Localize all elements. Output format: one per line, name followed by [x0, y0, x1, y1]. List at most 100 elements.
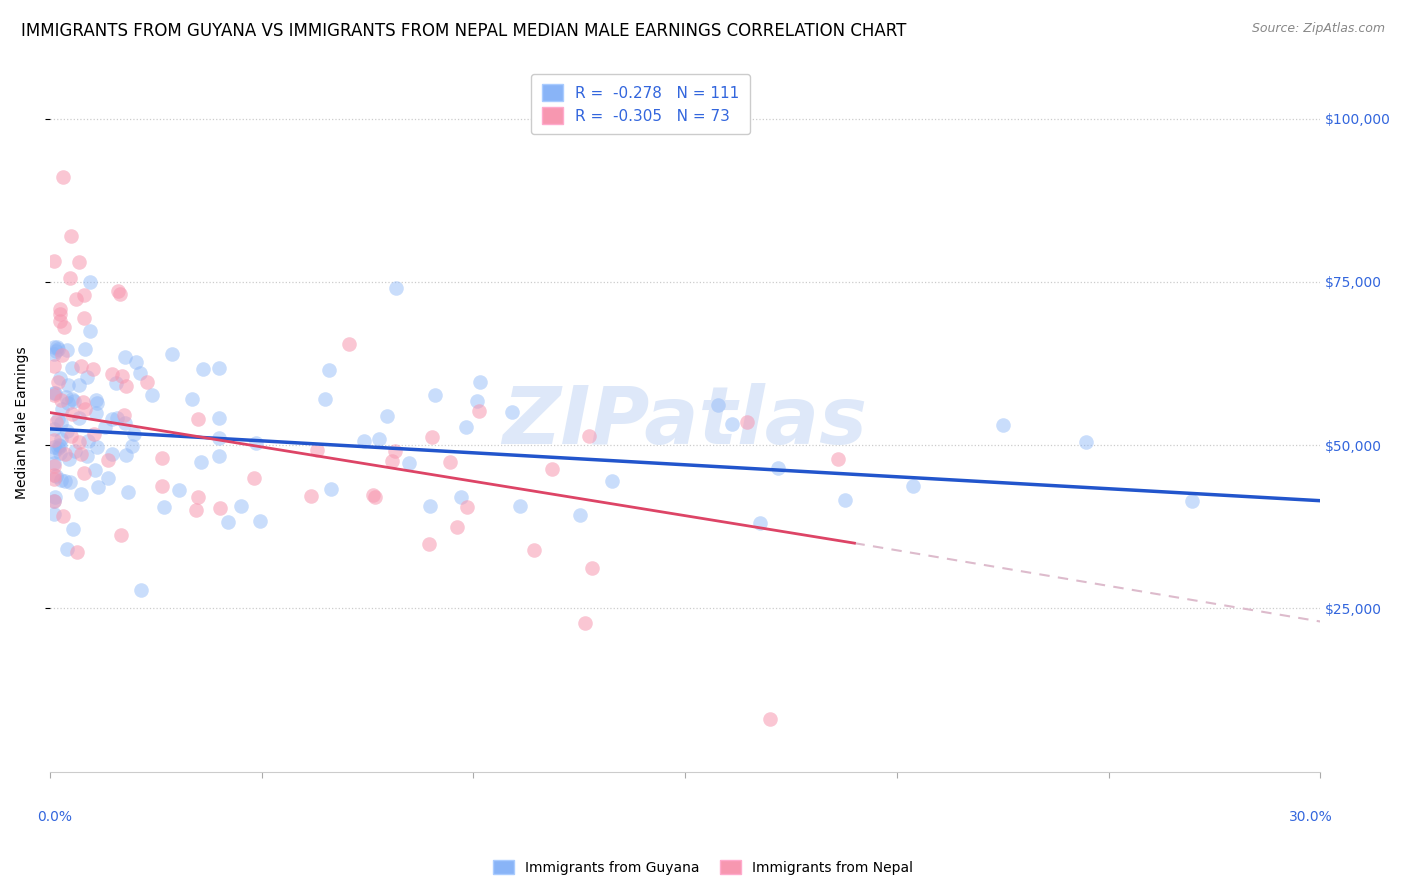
Point: [58, 396, 80, 410]
Point: [45, 469, 67, 483]
Point: [540, 462, 562, 476]
Point: [115, 379, 138, 393]
Point: [53, 447, 76, 461]
Point: [398, 456, 420, 470]
Point: [42, 456, 65, 470]
Point: [58, 452, 80, 467]
Point: [42, 440, 65, 454]
Point: [48, 437, 70, 451]
Point: [76, 450, 98, 464]
Point: [169, 483, 191, 497]
Point: [122, 427, 145, 442]
Point: [184, 503, 207, 517]
Point: [368, 432, 391, 446]
Point: [114, 448, 136, 462]
Point: [600, 474, 623, 488]
Point: [117, 484, 139, 499]
Point: [49, 314, 72, 328]
Point: [67, 410, 90, 425]
Point: [245, 435, 267, 450]
Point: [69, 255, 91, 269]
Point: [42, 254, 65, 268]
Point: [425, 388, 447, 402]
Point: [418, 537, 440, 551]
Point: [321, 482, 343, 496]
Point: [48, 342, 70, 356]
Point: [217, 515, 239, 529]
Point: [110, 528, 132, 542]
Point: [114, 416, 136, 430]
Point: [66, 545, 89, 559]
Point: [191, 362, 214, 376]
Point: [42, 433, 65, 447]
Point: [749, 516, 772, 531]
Point: [49, 440, 72, 454]
Point: [42, 339, 65, 353]
Point: [375, 409, 398, 424]
Point: [509, 500, 531, 514]
Point: [468, 404, 491, 418]
Point: [834, 493, 856, 508]
Point: [46, 375, 69, 389]
Point: [55, 390, 77, 404]
Point: [456, 500, 478, 514]
Point: [439, 455, 461, 469]
Point: [53, 320, 76, 334]
Point: [49, 432, 72, 446]
Point: [42, 445, 65, 459]
Point: [243, 471, 266, 485]
Point: [86, 440, 108, 454]
Point: [568, 508, 591, 523]
Point: [42, 472, 65, 486]
Point: [94, 420, 117, 434]
Point: [69, 486, 91, 500]
Point: [84, 392, 107, 407]
Point: [97, 453, 120, 467]
Point: [135, 376, 157, 390]
Point: [501, 405, 523, 419]
Point: [51, 402, 73, 417]
Point: [44, 490, 66, 504]
Point: [419, 500, 441, 514]
Point: [129, 582, 152, 597]
Point: [49, 302, 72, 317]
Point: [63, 444, 86, 458]
Text: 30.0%: 30.0%: [1289, 810, 1333, 824]
Point: [42, 493, 65, 508]
Point: [229, 499, 252, 513]
Legend: R =  -0.278   N = 111, R =  -0.305   N = 73: R = -0.278 N = 111, R = -0.305 N = 73: [531, 74, 751, 135]
Point: [60, 229, 83, 244]
Point: [75, 401, 97, 416]
Text: ZIPatlas: ZIPatlas: [502, 384, 868, 461]
Point: [766, 460, 789, 475]
Point: [112, 408, 135, 422]
Point: [62, 393, 84, 408]
Point: [45, 344, 67, 359]
Text: Source: ZipAtlas.com: Source: ZipAtlas.com: [1251, 22, 1385, 36]
Point: [1181, 493, 1204, 508]
Point: [42, 507, 65, 521]
Point: [361, 488, 384, 502]
Point: [105, 376, 128, 390]
Point: [735, 415, 758, 429]
Point: [314, 392, 336, 406]
Text: 0.0%: 0.0%: [37, 810, 72, 824]
Point: [523, 543, 546, 558]
Point: [574, 616, 596, 631]
Point: [67, 378, 90, 392]
Point: [55, 343, 77, 357]
Point: [73, 310, 96, 325]
Point: [249, 514, 271, 528]
Point: [76, 434, 98, 448]
Point: [42, 422, 65, 436]
Point: [721, 417, 744, 431]
Point: [70, 359, 93, 374]
Point: [49, 371, 72, 385]
Point: [44, 385, 66, 400]
Point: [318, 363, 340, 377]
Point: [208, 411, 231, 425]
Point: [101, 447, 124, 461]
Point: [299, 489, 322, 503]
Point: [73, 288, 96, 302]
Point: [49, 474, 72, 488]
